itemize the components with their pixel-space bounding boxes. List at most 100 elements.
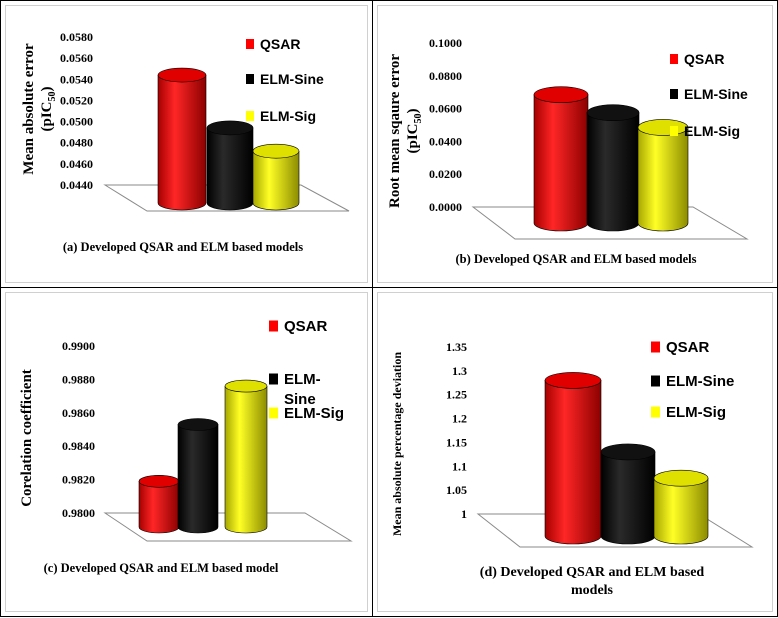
y-axis-unit: (pIC50)	[405, 108, 424, 153]
legend-item: QSAR	[246, 36, 300, 52]
y-tick-label: 0.9800	[62, 506, 95, 520]
chart-c-svg: 0.9800 0.9820 0.9840 0.9860 0.9880 0.9900 QSA…	[19, 318, 353, 575]
chart-panel-d: 1 1.05 1.1 1.15 1.2 1.25 1.3 1.35 QSAR ELM-Sine E…	[372, 287, 778, 617]
y-axis-unit: (pIC50)	[39, 86, 58, 131]
y-tick-label: 1.3	[452, 364, 467, 378]
legend-label: ELM-	[284, 371, 321, 388]
y-ticks-b: 0.0000 0.0200 0.0400 0.0600 0.0800 0.1000	[429, 36, 462, 214]
legend-item: ELM-Sig	[651, 404, 726, 421]
y-tick-label: 0.0400	[429, 134, 462, 148]
bar-elm-sine	[206, 120, 254, 211]
y-tick-label: 1.35	[446, 340, 467, 354]
y-axis-label: Corelation coefficient	[19, 369, 35, 507]
bars-a	[157, 67, 300, 211]
y-tick-label: 0.0440	[60, 178, 93, 192]
y-tick-label: 0.0520	[60, 93, 93, 107]
chart-caption: (b) Developed QSAR and ELM based models	[456, 252, 697, 266]
legend-label: ELM-Sig	[684, 123, 740, 139]
legend-label: ELM-Sine	[684, 86, 748, 102]
legend-item: ELM-Sine	[246, 71, 324, 87]
chart-panel-b: 0.0000 0.0200 0.0400 0.0600 0.0800 0.1000 QSA…	[372, 0, 778, 288]
legend-swatch	[670, 54, 678, 64]
legend-label: Sine	[284, 391, 316, 408]
legend-item: ELM- Sine	[269, 371, 321, 408]
y-axis-label: Root mean sqaure error	[387, 54, 403, 208]
chart-frame	[377, 5, 773, 283]
bar-qsar	[138, 474, 180, 534]
bar-elm-sine	[177, 418, 219, 534]
legend-label: ELM-Sine	[666, 373, 734, 390]
legend-label: ELM-Sig	[260, 108, 316, 124]
legend-d: QSAR ELM-Sine ELM-Sig	[651, 339, 734, 421]
y-tick-label: 0.9900	[62, 339, 95, 353]
chart-caption: (c) Developed QSAR and ELM based model	[44, 561, 279, 575]
chart-caption: (a) Developed QSAR and ELM based models	[63, 240, 303, 254]
y-tick-label: 1.05	[446, 483, 467, 497]
bar-elm-sig	[224, 379, 268, 534]
y-tick-label: 0.0500	[60, 115, 93, 129]
legend-a: QSAR ELM-Sine ELM-Sig	[246, 36, 324, 124]
bar-elm-sig	[653, 469, 709, 545]
legend-item: ELM-Sine	[651, 373, 734, 390]
legend-item: ELM-Sig	[269, 405, 344, 422]
legend-swatch	[670, 126, 678, 136]
legend-item: ELM-Sig	[246, 108, 316, 124]
chart-a-svg: 0.0440 0.0460 0.0480 0.0500 0.0520 0.0540 0.05…	[21, 30, 350, 254]
y-tick-label: 1.1	[452, 459, 467, 473]
chart-panel-c: 0.9800 0.9820 0.9840 0.9860 0.9880 0.9900 QSA…	[0, 287, 373, 617]
bars-d	[544, 372, 709, 545]
legend-swatch	[246, 39, 254, 49]
y-tick-label: 0.0600	[429, 102, 462, 116]
legend-label: QSAR	[284, 318, 328, 335]
chart-frame	[377, 292, 773, 612]
y-tick-label: 1.2	[452, 412, 467, 426]
legend-swatch	[246, 74, 254, 84]
legend-label: ELM-Sine	[260, 71, 324, 87]
chart-caption-line1: (d) Developed QSAR and ELM based	[480, 565, 705, 580]
bar-qsar	[157, 67, 207, 211]
legend-label: QSAR	[260, 36, 300, 52]
y-tick-label: 0.0480	[60, 136, 93, 150]
chart-frame	[5, 292, 368, 612]
chart-b-svg: 0.0000 0.0200 0.0400 0.0600 0.0800 0.1000 QSA…	[387, 36, 749, 266]
y-tick-label: 0.0200	[429, 167, 462, 181]
y-axis-label: Mean absolute error	[21, 43, 37, 175]
bar-elm-sig	[252, 143, 300, 211]
chart-panel-a: 0.0440 0.0460 0.0480 0.0500 0.0520 0.0540 0.05…	[0, 0, 373, 288]
bar-elm-sine	[600, 443, 656, 545]
legend-item: ELM-Sig	[670, 123, 740, 139]
y-tick-label: 0.0540	[60, 72, 93, 86]
legend-item: QSAR	[651, 339, 710, 356]
y-tick-label: 0.0560	[60, 51, 93, 65]
bar-elm-sig	[637, 119, 689, 232]
legend-swatch	[651, 341, 660, 353]
legend-item: QSAR	[670, 51, 724, 67]
bar-elm-sine	[586, 104, 640, 232]
y-tick-label: 0.9880	[62, 372, 95, 386]
bars-b	[533, 86, 689, 232]
y-tick-label: 0.0460	[60, 157, 93, 171]
legend-swatch	[670, 89, 678, 99]
y-tick-label: 1	[461, 507, 467, 521]
chart-d-svg: 1 1.05 1.1 1.15 1.2 1.25 1.3 1.35 QSAR ELM-Sine E…	[390, 339, 754, 598]
legend-label: QSAR	[684, 51, 724, 67]
y-ticks-d: 1 1.05 1.1 1.15 1.2 1.25 1.3 1.35	[446, 340, 467, 521]
legend-b: QSAR ELM-Sine ELM-Sig	[670, 51, 748, 139]
y-tick-label: 0.0000	[429, 200, 462, 214]
bar-qsar	[544, 372, 602, 545]
y-tick-label: 1.15	[446, 435, 467, 449]
chart-frame	[5, 5, 368, 283]
bar-qsar	[533, 86, 589, 232]
legend-swatch	[651, 375, 660, 387]
legend-item: QSAR	[269, 318, 328, 335]
legend-swatch	[269, 320, 278, 332]
legend-label: ELM-Sig	[284, 405, 344, 422]
legend-label: ELM-Sig	[666, 404, 726, 421]
y-ticks-c: 0.9800 0.9820 0.9840 0.9860 0.9880 0.9900	[62, 339, 95, 520]
y-tick-label: 0.0800	[429, 69, 462, 83]
legend-swatch	[269, 407, 278, 419]
legend-label: QSAR	[666, 339, 710, 356]
y-tick-label: 0.0580	[60, 30, 93, 44]
y-tick-label: 0.1000	[429, 36, 462, 50]
